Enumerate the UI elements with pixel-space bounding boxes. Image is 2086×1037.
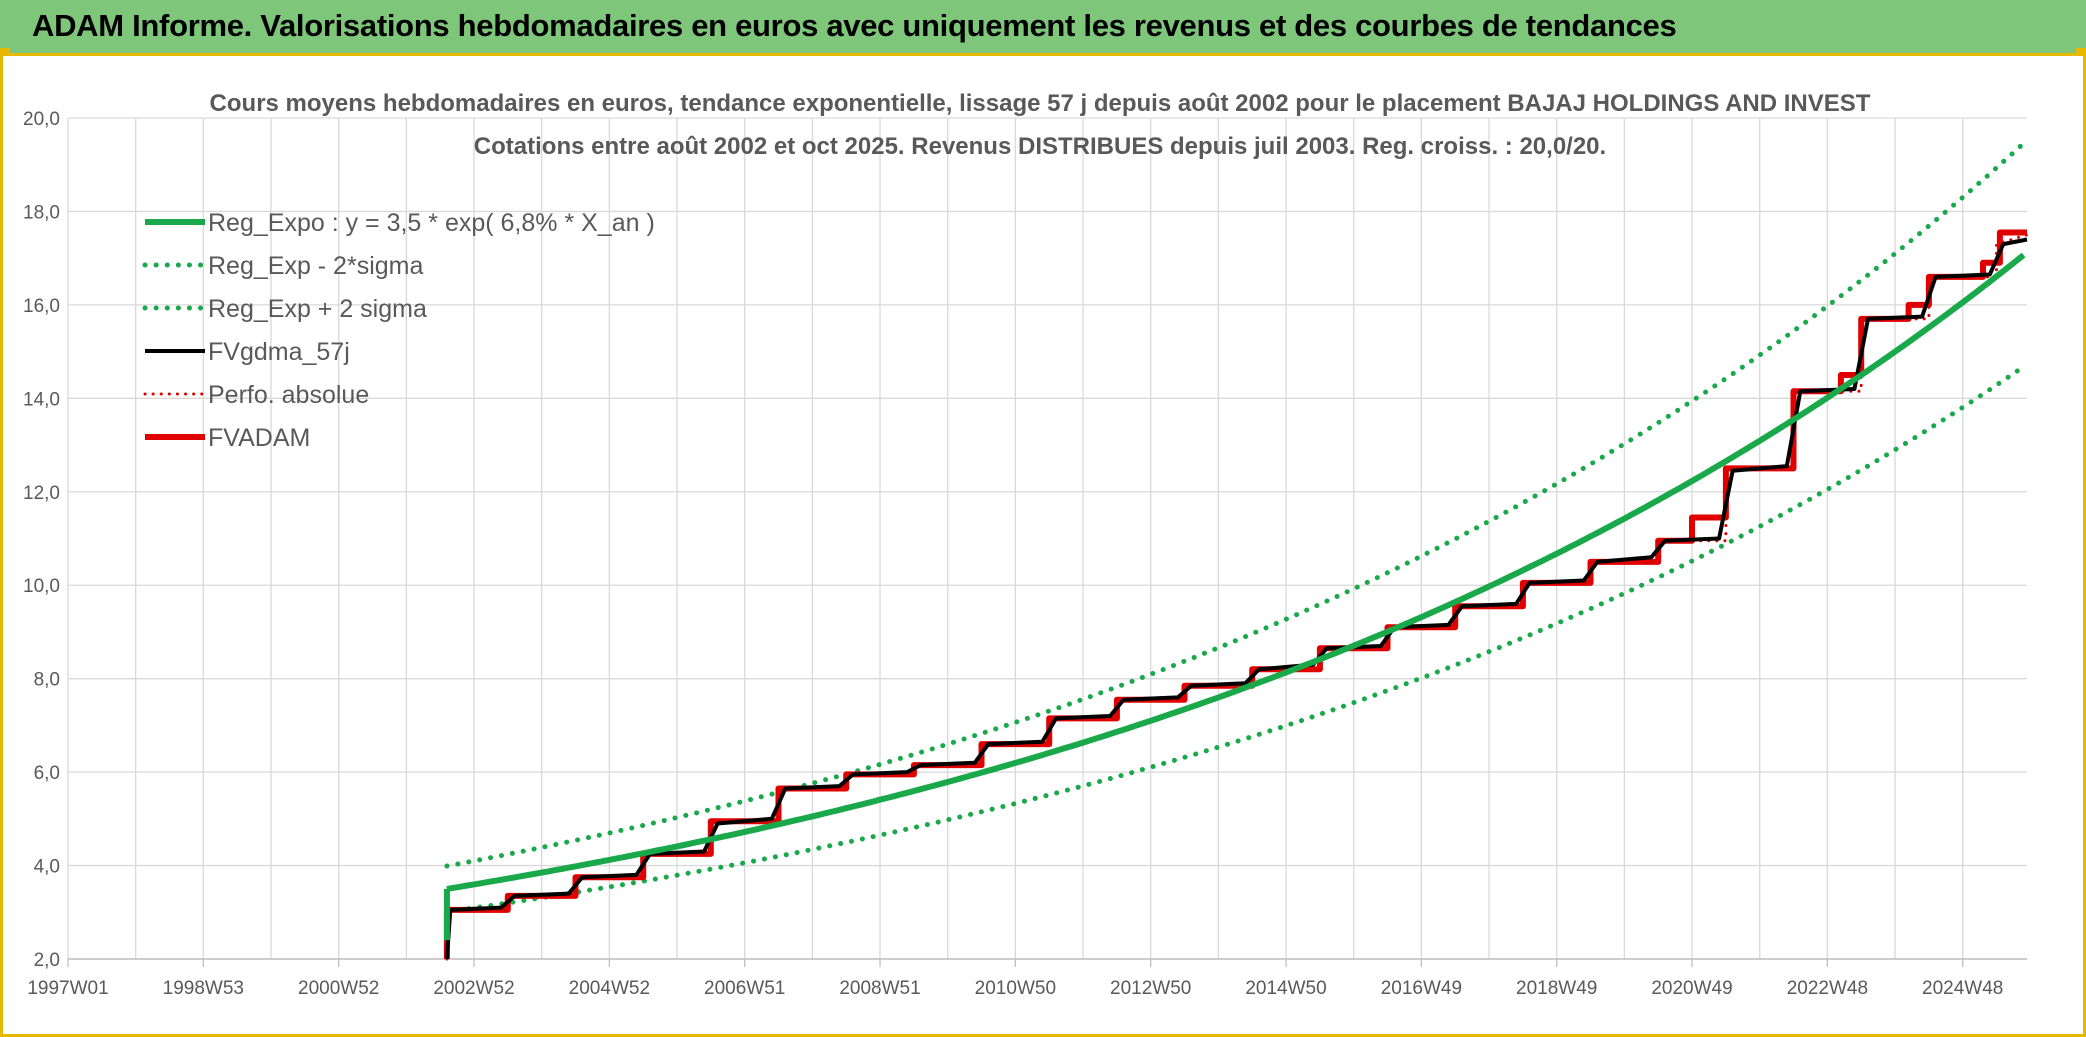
y-tick-label: 18,0 [23,202,60,223]
x-tick-label: 2018W49 [1516,978,1597,999]
y-tick-label: 20,0 [23,109,60,130]
legend-reg-minus-2sigma-label: Reg_Exp - 2*sigma [208,252,423,280]
series-line-fvadam [443,229,2027,959]
x-tick-label: 2022W48 [1787,978,1868,999]
legend-fvgdma-label: FVgdma_57j [208,338,350,366]
x-tick-label: 2000W52 [298,978,379,999]
legend-perfo-absolue-label: Perfo. absolue [208,381,369,409]
x-tick-label: 2010W50 [975,978,1056,999]
series-line-fvgdma [444,237,2028,960]
y-tick-label: 4,0 [34,857,60,878]
x-tick-label: 2012W50 [1110,978,1191,999]
x-tick-label: 2024W48 [1922,978,2003,999]
x-axis-ticks: 1997W01 1998W53 2000W52 2002W52 2004W52 2006W… [27,959,2003,999]
frame-corner-right [2076,48,2086,56]
y-tick-label: 8,0 [34,670,60,691]
x-tick-label: 2016W49 [1381,978,1462,999]
legend-fvadam-label: FVADAM [208,424,310,452]
x-tick-label: 2020W49 [1651,978,1732,999]
y-tick-label: 6,0 [34,763,60,784]
y-tick-label: 2,0 [34,950,60,971]
chart-frame [0,56,2086,1037]
x-tick-label: 2002W52 [433,978,514,999]
report-title: ADAM Informe. Valorisations hebdomadaire… [32,8,1677,43]
report-banner: ADAM Informe. Valorisations hebdomadaire… [0,0,2086,56]
y-tick-label: 10,0 [23,576,60,597]
y-tick-label: 14,0 [23,389,60,410]
x-tick-label: 2006W51 [704,978,785,999]
series-line-perfo-absolue [445,233,2029,961]
x-tick-label: 2004W52 [569,978,650,999]
series-group [443,140,2029,961]
chart-subtitle: Cotations entre août 2002 et oct 2025. R… [474,133,1606,160]
y-tick-label: 12,0 [23,483,60,504]
y-axis-ticks: 2,0 4,0 6,0 8,0 10,0 12,0 14,0 16,0 18,0 20,0 [23,109,60,971]
frame-corner-left [0,48,10,56]
series-line-reg-expo [446,252,2026,892]
chart-legend: Reg_Expo : y = 3,5 * exp( 6,8% * X_an ) R… [142,209,655,452]
legend-reg-expo-label: Reg_Expo : y = 3,5 * exp( 6,8% * X_an ) [208,209,655,237]
x-tick-label: 1998W53 [163,978,244,999]
chart-title: Cours moyens hebdomadaires en euros, ten… [210,90,1871,117]
chart-grid [67,117,2027,960]
series-line-reg-minus-2sigma [444,364,2027,915]
x-tick-label: 2008W51 [839,978,920,999]
legend-reg-plus-2sigma-label: Reg_Exp + 2 sigma [208,295,427,323]
y-tick-label: 16,0 [23,296,60,317]
x-tick-label: 2014W50 [1245,978,1326,999]
x-tick-label: 1997W01 [27,978,108,999]
series-line-reg-plus-2sigma [444,140,2027,869]
